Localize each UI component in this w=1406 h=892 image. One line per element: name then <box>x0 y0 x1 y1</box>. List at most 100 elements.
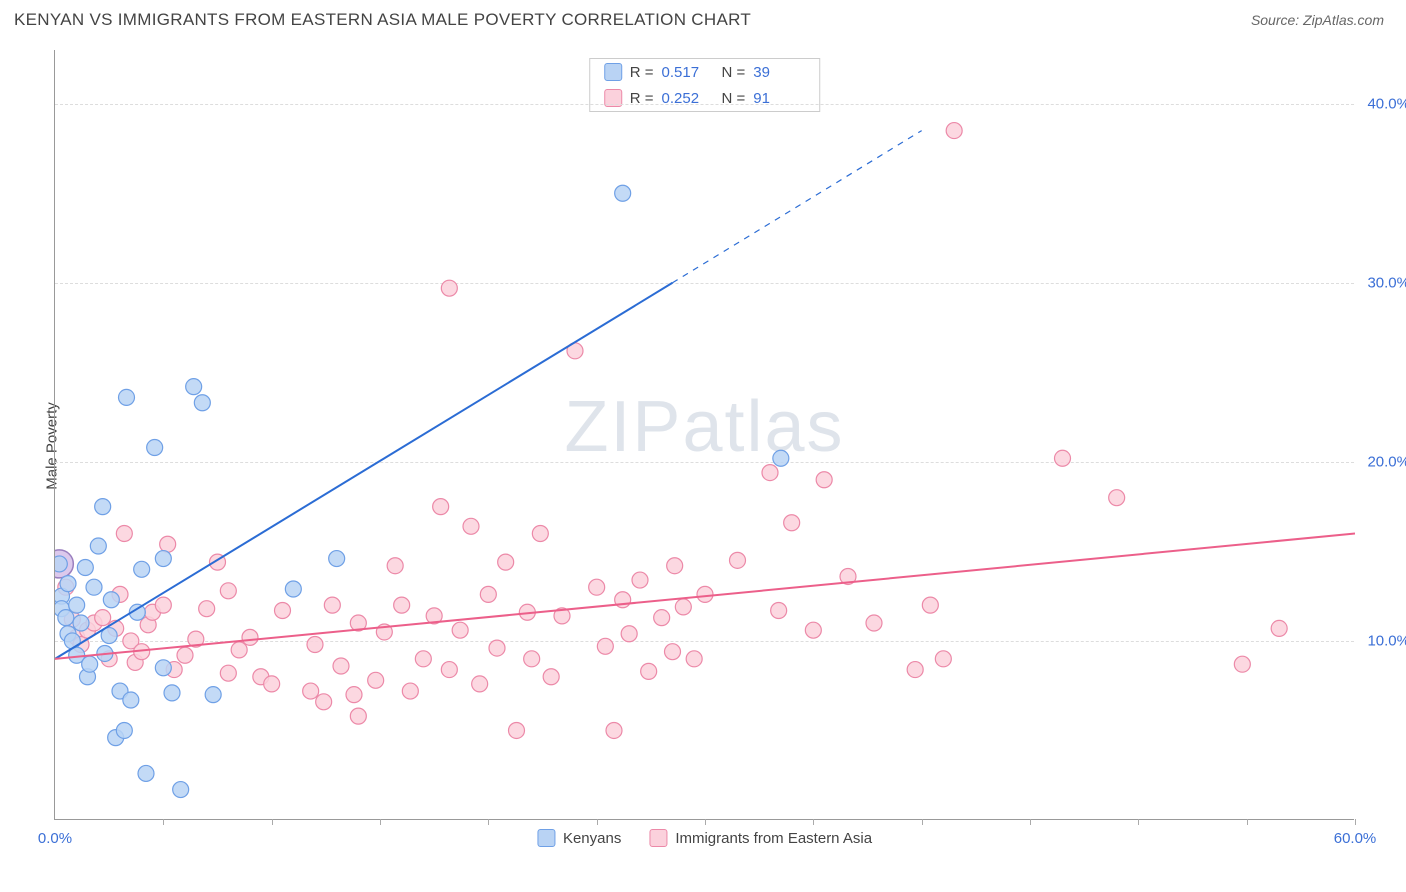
data-point <box>433 499 449 515</box>
data-point <box>82 656 98 672</box>
legend-item-label: Immigrants from Eastern Asia <box>675 830 872 847</box>
data-point <box>194 395 210 411</box>
data-point <box>199 601 215 617</box>
data-point <box>597 638 613 654</box>
data-point <box>387 558 403 574</box>
square-icon <box>649 829 667 847</box>
data-point <box>441 662 457 678</box>
data-point <box>866 615 882 631</box>
data-point <box>665 644 681 660</box>
data-point <box>350 708 366 724</box>
data-point <box>1271 620 1287 636</box>
data-point <box>524 651 540 667</box>
data-point <box>922 597 938 613</box>
data-point <box>138 765 154 781</box>
data-point <box>771 602 787 618</box>
data-point <box>368 672 384 688</box>
data-point <box>103 592 119 608</box>
data-point <box>64 633 80 649</box>
data-point <box>307 637 323 653</box>
data-point <box>632 572 648 588</box>
data-point <box>285 581 301 597</box>
data-point <box>73 615 89 631</box>
data-point <box>441 280 457 296</box>
data-point <box>935 651 951 667</box>
data-point <box>509 722 525 738</box>
data-point <box>275 602 291 618</box>
legend-item: Immigrants from Eastern Asia <box>649 829 872 847</box>
data-point <box>762 465 778 481</box>
regression-line <box>55 533 1355 658</box>
legend-item-label: Kenyans <box>563 830 621 847</box>
data-point <box>589 579 605 595</box>
data-point <box>805 622 821 638</box>
data-point <box>205 687 221 703</box>
data-point <box>186 379 202 395</box>
data-point <box>160 536 176 552</box>
data-point <box>220 665 236 681</box>
data-point <box>69 597 85 613</box>
data-point <box>415 651 431 667</box>
data-point <box>452 622 468 638</box>
data-point <box>316 694 332 710</box>
data-point <box>543 669 559 685</box>
source-label: Source: ZipAtlas.com <box>1251 12 1384 28</box>
y-tick-label: 40.0% <box>1367 95 1406 112</box>
data-point <box>77 560 93 576</box>
data-point <box>90 538 106 554</box>
data-point <box>784 515 800 531</box>
data-point <box>60 576 76 592</box>
data-point <box>155 551 171 567</box>
data-point <box>667 558 683 574</box>
title-row: KENYAN VS IMMIGRANTS FROM EASTERN ASIA M… <box>0 0 1406 30</box>
data-point <box>654 610 670 626</box>
data-point <box>615 185 631 201</box>
data-point <box>1055 450 1071 466</box>
scatter-plot: ZIPatlas R = 0.517 N = 39 R = 0.252 N = … <box>54 50 1354 820</box>
data-point <box>242 629 258 645</box>
legend-series: Kenyans Immigrants from Eastern Asia <box>537 829 872 847</box>
data-point <box>480 586 496 602</box>
data-point <box>134 561 150 577</box>
data-point <box>173 782 189 798</box>
data-point <box>177 647 193 663</box>
data-point <box>116 722 132 738</box>
page-title: KENYAN VS IMMIGRANTS FROM EASTERN ASIA M… <box>14 10 751 30</box>
data-point <box>463 518 479 534</box>
data-point <box>119 389 135 405</box>
data-point <box>155 597 171 613</box>
y-tick-label: 30.0% <box>1367 274 1406 291</box>
legend-item: Kenyans <box>537 829 621 847</box>
data-point <box>95 499 111 515</box>
data-point <box>1109 490 1125 506</box>
data-point <box>303 683 319 699</box>
data-point <box>686 651 702 667</box>
data-point <box>641 663 657 679</box>
x-tick-label: 60.0% <box>1334 830 1377 847</box>
y-tick-label: 10.0% <box>1367 632 1406 649</box>
data-point <box>264 676 280 692</box>
data-point <box>86 579 102 595</box>
x-tick-mark <box>1355 819 1356 825</box>
regression-line-dashed <box>673 131 922 283</box>
data-point <box>1234 656 1250 672</box>
data-point <box>498 554 514 570</box>
regression-line <box>55 283 673 659</box>
data-point <box>123 692 139 708</box>
data-point <box>220 583 236 599</box>
data-point <box>58 610 74 626</box>
data-point <box>730 552 746 568</box>
data-point <box>489 640 505 656</box>
data-point <box>402 683 418 699</box>
data-point <box>946 123 962 139</box>
y-tick-label: 20.0% <box>1367 453 1406 470</box>
data-point <box>231 642 247 658</box>
data-point <box>164 685 180 701</box>
data-point <box>816 472 832 488</box>
data-point <box>675 599 691 615</box>
data-point <box>907 662 923 678</box>
data-point <box>329 551 345 567</box>
data-point <box>147 440 163 456</box>
data-point <box>532 525 548 541</box>
data-point <box>95 610 111 626</box>
